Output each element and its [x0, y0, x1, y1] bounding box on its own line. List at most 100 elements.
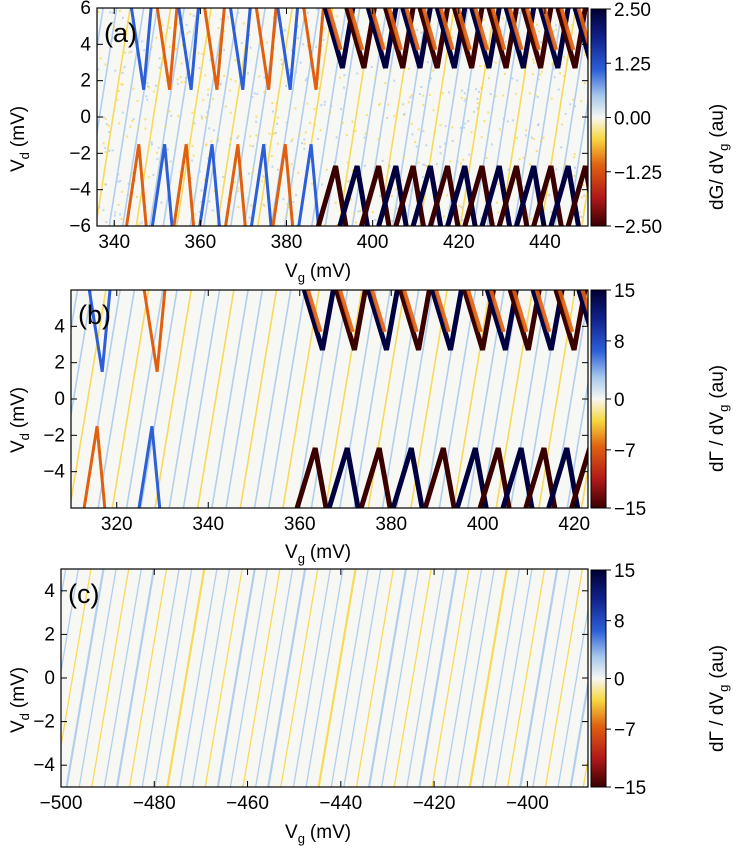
- noise-speck: [537, 124, 540, 127]
- noise-speck: [200, 189, 203, 192]
- diamond-edge-shadow: [473, 8, 490, 51]
- noise-speck: [439, 124, 442, 127]
- noise-speck: [464, 122, 467, 125]
- noise-speck: [263, 204, 266, 207]
- y-tick-label: 0: [80, 107, 91, 128]
- diamond-edge-shadow: [490, 8, 507, 51]
- noise-speck: [371, 211, 374, 214]
- noise-speck: [528, 163, 531, 166]
- diamond-edge-upper: [177, 8, 200, 90]
- diamond-edge-lower: [326, 447, 361, 508]
- colorbar-label-main-c: dΓ / dV: [707, 692, 728, 752]
- noise-speck: [206, 93, 209, 96]
- noise-speck: [354, 129, 357, 132]
- noise-speck: [522, 156, 525, 159]
- noise-speck: [229, 111, 232, 114]
- noise-speck: [292, 167, 295, 170]
- diamond-edge-lower: [546, 447, 581, 508]
- noise-speck: [274, 131, 277, 134]
- noise-speck: [132, 35, 135, 38]
- noise-speck: [117, 203, 120, 206]
- noise-speck: [515, 182, 518, 185]
- noise-speck: [449, 160, 452, 163]
- noise-speck: [551, 63, 554, 66]
- noise-speck: [343, 74, 346, 77]
- noise-speck: [119, 213, 122, 216]
- noise-speck: [423, 163, 426, 166]
- colorbar-label-sub-c: g: [716, 685, 731, 692]
- noise-speck: [448, 91, 451, 94]
- noise-speck: [97, 11, 100, 14]
- noise-speck: [573, 156, 576, 159]
- noise-speck: [409, 96, 412, 99]
- noise-speck: [156, 151, 159, 154]
- noise-speck: [237, 12, 240, 15]
- noise-speck: [335, 223, 338, 226]
- resonance-stripe: [468, 569, 508, 787]
- noise-speck: [271, 165, 274, 168]
- noise-speck: [189, 13, 192, 16]
- noise-speck: [479, 65, 482, 68]
- noise-speck: [211, 97, 214, 100]
- noise-speck: [387, 103, 390, 106]
- noise-speck: [103, 183, 106, 186]
- y-axis-var-a: V: [8, 159, 29, 172]
- noise-speck: [141, 40, 144, 43]
- noise-speck: [320, 104, 323, 107]
- noise-speck: [563, 56, 566, 59]
- noise-speck: [414, 141, 417, 144]
- noise-speck: [555, 168, 558, 171]
- noise-speck: [276, 116, 279, 119]
- noise-speck: [463, 92, 466, 95]
- diamond-edge-upper: [344, 8, 377, 69]
- noise-speck: [150, 141, 153, 144]
- y-tick-label: −2: [43, 425, 65, 446]
- diamond-edge-shadow: [434, 290, 451, 333]
- noise-speck: [470, 131, 473, 134]
- noise-speck: [234, 80, 237, 83]
- x-tick-label: 400: [467, 514, 499, 535]
- y-axis-unit-c: (mV): [8, 667, 29, 708]
- noise-speck: [410, 94, 413, 97]
- noise-speck: [415, 145, 418, 148]
- noise-speck: [467, 88, 470, 91]
- noise-speck: [451, 126, 454, 129]
- noise-speck: [191, 159, 194, 162]
- resonance-stripe: [125, 290, 164, 508]
- noise-speck: [353, 212, 356, 215]
- diamond-edge-shadow: [348, 8, 365, 51]
- noise-speck: [506, 120, 509, 123]
- noise-speck: [212, 129, 215, 132]
- y-tick-label: 2: [80, 71, 91, 92]
- noise-speck: [123, 51, 126, 54]
- noise-speck: [550, 211, 553, 214]
- noise-speck: [121, 83, 124, 86]
- resonance-stripe: [166, 569, 206, 787]
- noise-speck: [480, 87, 483, 90]
- colorbar-gradient-a: [590, 8, 607, 227]
- noise-speck: [560, 146, 563, 149]
- noise-speck: [464, 97, 467, 100]
- x-axis-var-b: V: [285, 542, 298, 563]
- noise-speck: [237, 206, 240, 209]
- noise-speck: [118, 122, 121, 125]
- noise-speck: [150, 46, 153, 49]
- panel-label-c: (c): [68, 579, 99, 609]
- resonance-stripe: [115, 569, 155, 787]
- x-tick-label: −500: [40, 793, 83, 814]
- diamond-edge-upper: [302, 8, 325, 90]
- resonance-stripe: [324, 290, 363, 508]
- diamond-edge-upper: [462, 290, 496, 351]
- noise-speck: [403, 112, 406, 115]
- noise-speck: [323, 27, 326, 30]
- resonance-stripe: [456, 569, 495, 787]
- noise-speck: [346, 180, 349, 183]
- noise-speck: [287, 206, 290, 209]
- resonance-stripe: [61, 569, 92, 750]
- noise-speck: [145, 95, 148, 98]
- noise-speck: [131, 172, 134, 175]
- panel-b: 320 340 360 380 400 420 −4 −2 0 2 4 (b) Vg (mV) Vd…: [8, 281, 731, 566]
- noise-speck: [204, 74, 207, 77]
- noise-speck: [451, 36, 454, 39]
- colorbar-tick-label: −15: [614, 499, 646, 520]
